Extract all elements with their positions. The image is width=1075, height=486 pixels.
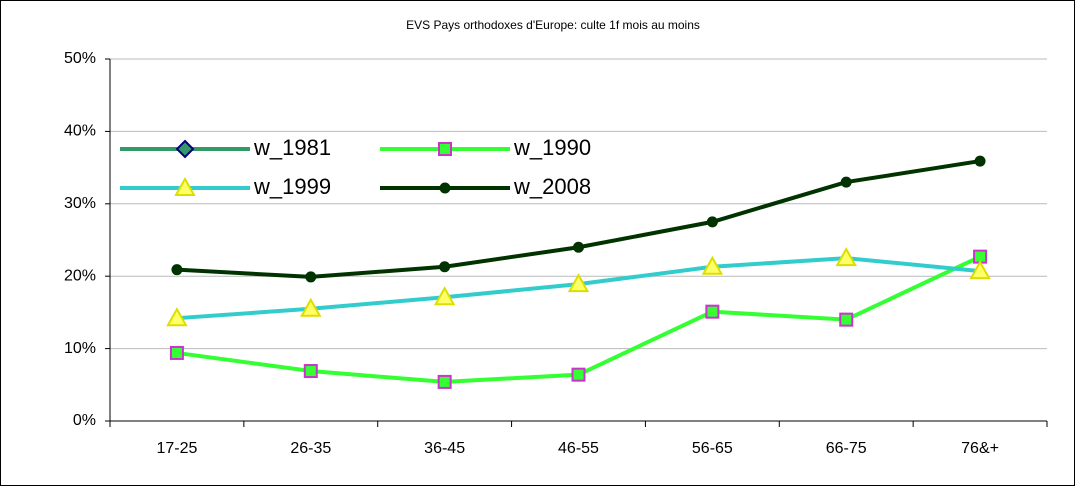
x-tick-label: 46-55 xyxy=(558,440,599,457)
x-tick-label: 76&+ xyxy=(961,440,999,457)
marker xyxy=(437,374,452,389)
y-tick-label: 50% xyxy=(64,50,96,67)
y-tick-label: 10% xyxy=(64,340,96,357)
marker xyxy=(303,364,318,379)
legend-label: w_1990 xyxy=(513,135,591,160)
marker xyxy=(567,273,590,293)
marker xyxy=(300,297,322,317)
legend-marker xyxy=(438,142,452,156)
x-tick-label: 36-45 xyxy=(424,440,465,457)
marker xyxy=(839,312,854,327)
marker xyxy=(969,260,991,280)
legend-label: w_1999 xyxy=(253,174,331,199)
marker xyxy=(706,216,718,228)
chart-title: EVS Pays orthodoxes d'Europe: culte 1f m… xyxy=(406,18,700,32)
marker xyxy=(974,155,986,167)
marker xyxy=(701,255,724,275)
y-tick-label: 40% xyxy=(64,123,96,140)
marker xyxy=(166,307,188,327)
marker xyxy=(705,304,720,319)
legend-marker xyxy=(439,182,451,194)
marker xyxy=(573,241,584,253)
y-tick-label: 0% xyxy=(73,412,96,429)
legend-label: w_1981 xyxy=(253,135,331,160)
marker xyxy=(433,286,456,306)
x-tick-label: 26-35 xyxy=(290,440,331,457)
legend-marker xyxy=(175,139,195,159)
x-tick-label: 66-75 xyxy=(826,440,867,457)
marker xyxy=(169,345,184,360)
marker xyxy=(305,271,317,283)
marker xyxy=(840,176,852,188)
legend-label: w_2008 xyxy=(513,174,591,199)
legend-marker xyxy=(174,176,196,196)
marker xyxy=(439,261,451,273)
y-tick-label: 20% xyxy=(64,267,96,284)
y-tick-label: 30% xyxy=(64,195,96,212)
marker xyxy=(171,264,183,276)
x-tick-label: 56-65 xyxy=(692,440,733,457)
marker xyxy=(835,247,857,267)
marker xyxy=(571,367,586,382)
x-tick-label: 17-25 xyxy=(156,440,197,457)
